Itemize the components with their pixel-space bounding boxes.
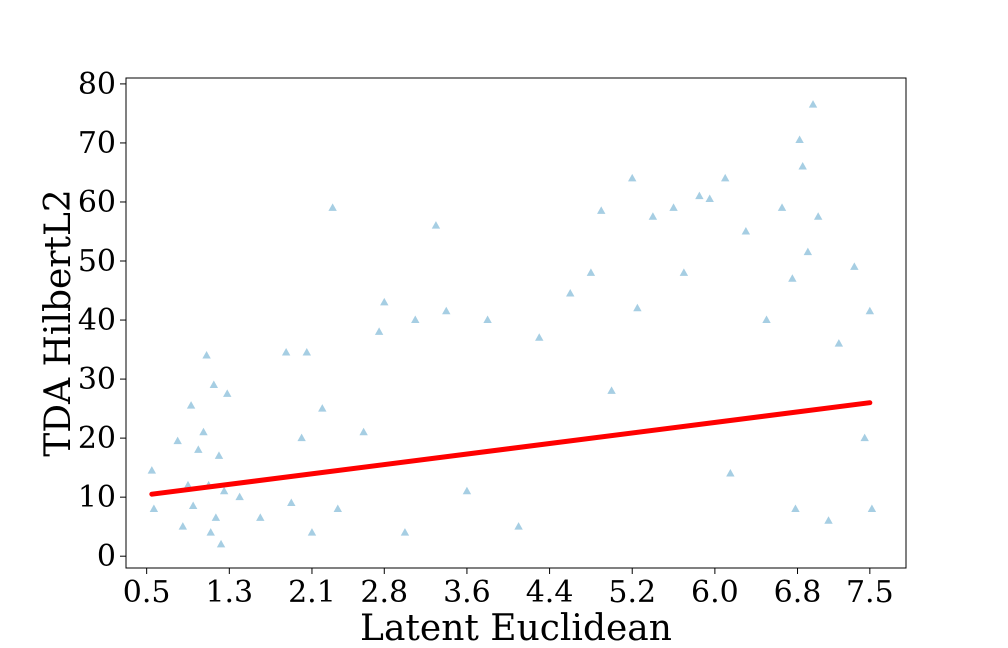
scatter-point [256, 513, 265, 521]
y-tick-label: 10 [78, 480, 116, 515]
scatter-point [359, 427, 368, 436]
x-tick-label: 4.4 [526, 575, 574, 610]
scatter-point [219, 486, 229, 495]
scatter-point [597, 206, 606, 214]
scatter-point [302, 348, 311, 356]
scatter-point [431, 221, 441, 229]
scatter-point [865, 306, 875, 315]
scatter-point [318, 404, 327, 412]
y-axis-label: TDA HilbertL2 [38, 189, 79, 457]
scatter-point [679, 268, 689, 276]
y-tick-label: 40 [78, 303, 116, 338]
scatter-point [483, 315, 492, 324]
scatter-point [462, 486, 472, 495]
scatter-point [795, 135, 804, 143]
x-tick-label: 2.1 [288, 575, 336, 610]
scatter-point [223, 389, 232, 397]
x-axis-ticks: 0.5 1.3 2.1 2.8 3.6 4.4 5.2 6.0 6.8 7.5 [123, 568, 894, 610]
scatter-point [834, 339, 844, 347]
scatter-point [214, 451, 224, 459]
scatter-point [297, 433, 306, 442]
scatter-point [762, 315, 771, 324]
scatter-points [147, 100, 877, 548]
scatter-point [380, 297, 389, 306]
scatter-point [648, 212, 658, 220]
scatter-point [813, 212, 823, 220]
scatter-point [209, 380, 219, 388]
scatter-point [281, 348, 291, 356]
scatter-point [411, 315, 420, 324]
y-axis-ticks: 0 10 20 30 40 50 60 70 80 [78, 67, 126, 574]
x-tick-label: 1.3 [205, 575, 253, 610]
x-tick-label: 6.8 [774, 575, 822, 610]
scatter-point [586, 268, 596, 276]
x-tick-label: 6.0 [691, 575, 739, 610]
scatter-point [607, 386, 616, 394]
scatter-point [186, 401, 196, 409]
x-tick-label: 3.6 [443, 575, 491, 610]
scatter-point [442, 306, 451, 315]
scatter-point [721, 173, 730, 182]
plot-frame [125, 77, 907, 569]
regression-line [149, 400, 873, 497]
scatter-point [194, 445, 203, 453]
scatter-point [566, 288, 575, 297]
scatter-point [183, 480, 193, 489]
x-axis-label: Latent Euclidean [360, 608, 672, 648]
scatter-point [798, 162, 807, 170]
scatter-point [216, 539, 226, 548]
scatter-point [188, 501, 198, 510]
scatter-point [824, 516, 833, 524]
trend-line [149, 400, 873, 497]
scatter-point [726, 469, 735, 477]
y-tick-label: 80 [78, 67, 116, 102]
scatter-point [628, 173, 637, 182]
scatter-point [374, 327, 384, 335]
scatter-point [788, 274, 797, 282]
x-tick-label: 2.8 [360, 575, 408, 610]
scatter-point [149, 504, 159, 512]
x-tick-label: 5.2 [608, 575, 656, 610]
scatter-point [235, 492, 244, 501]
scatter-point [791, 504, 800, 512]
scatter-point [860, 433, 869, 442]
y-tick-label: 0 [97, 539, 116, 574]
scatter-point [147, 466, 157, 474]
scatter-point [669, 203, 678, 211]
y-tick-label: 50 [78, 244, 116, 279]
scatter-point [199, 427, 208, 436]
scatter-point [202, 350, 211, 359]
scatter-point [514, 522, 523, 530]
y-tick-label: 30 [78, 362, 116, 397]
scatter-point [328, 203, 337, 211]
scatter-point [633, 303, 642, 312]
scatter-point [808, 100, 818, 108]
y-tick-label: 60 [78, 185, 116, 220]
y-tick-label: 70 [78, 126, 116, 161]
scatter-point [803, 247, 813, 256]
scatter-point [695, 191, 704, 200]
x-tick-label: 0.5 [123, 575, 171, 610]
scatter-point [777, 203, 787, 211]
scatter-point [178, 522, 188, 530]
scatter-point [535, 333, 544, 341]
x-tick-label: 7.5 [846, 575, 894, 610]
y-tick-label: 20 [78, 421, 116, 456]
scatter-point [211, 513, 221, 521]
scatter-point [333, 504, 342, 512]
scatter-point [173, 436, 182, 445]
scatter-point [287, 498, 296, 507]
scatter-point [206, 528, 215, 536]
scatter-point [705, 194, 714, 203]
scatter-point [400, 528, 410, 536]
scatter-point [307, 528, 317, 536]
scatter-point [850, 262, 859, 270]
scatter-point [867, 504, 877, 512]
scatter-point [741, 226, 751, 235]
